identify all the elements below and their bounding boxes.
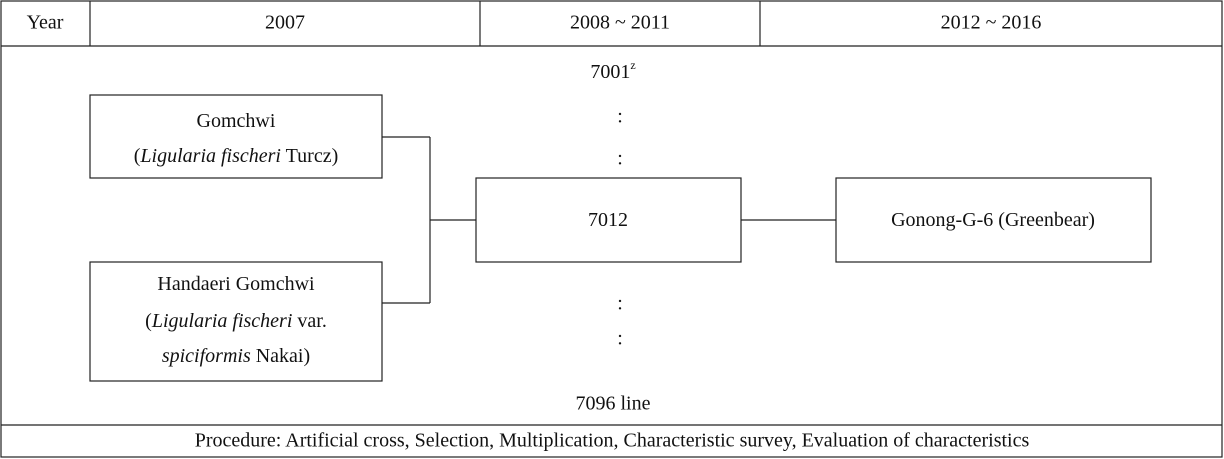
text-segment: Ligularia fischeri — [139, 145, 281, 167]
dots: : — [617, 328, 623, 350]
superscript: z — [630, 58, 635, 72]
header-cell: 2012 ~ 2016 — [941, 12, 1042, 34]
header-cell: Year — [27, 12, 64, 34]
text-segment: Handaeri Gomchwi — [157, 273, 315, 295]
dots: : — [617, 148, 623, 170]
text-segment: ( — [134, 145, 141, 167]
top-label: 7001z — [590, 58, 635, 83]
label-text: 7001 — [590, 61, 630, 83]
text-segment: var. — [292, 310, 326, 332]
node-text: Handaeri Gomchwi — [157, 273, 315, 295]
text-segment: Nakai) — [251, 345, 310, 367]
node-text: spiciformis Nakai) — [162, 345, 310, 367]
text-segment: 7012 — [588, 209, 628, 231]
node-text: 7012 — [588, 209, 628, 231]
node-text: (Ligularia fischeri Turcz) — [134, 145, 338, 167]
text-segment: Gonong-G-6 (Greenbear) — [891, 209, 1095, 231]
text-segment: Gomchwi — [197, 110, 276, 132]
node-text: (Ligularia fischeri var. — [145, 310, 327, 332]
header-cell: 2007 — [265, 12, 305, 34]
text-segment: ( — [145, 310, 152, 332]
dots: : — [617, 106, 623, 128]
bottom-label: 7096 line — [576, 393, 651, 415]
node-text: Gomchwi — [197, 110, 276, 132]
text-segment: Ligularia fischeri — [151, 310, 293, 332]
header-cell: 2008 ~ 2011 — [570, 12, 670, 34]
text-segment: Turcz) — [281, 145, 338, 167]
node-text: Gonong-G-6 (Greenbear) — [891, 209, 1095, 231]
footer: Procedure: Artificial cross, Selection, … — [195, 430, 1030, 452]
text-segment: spiciformis — [162, 345, 251, 367]
node-box — [89, 261, 383, 382]
dots: : — [617, 293, 623, 315]
